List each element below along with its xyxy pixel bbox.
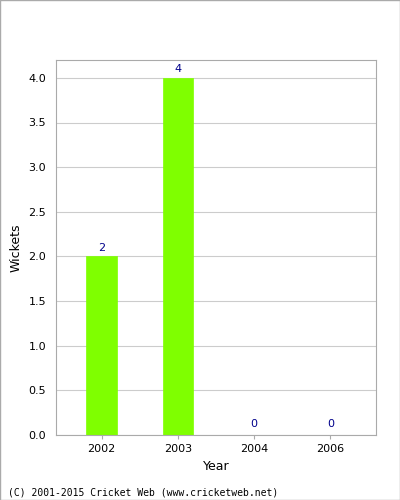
Y-axis label: Wickets: Wickets [10, 223, 23, 272]
Bar [86, 256, 117, 435]
Text: 0: 0 [250, 419, 258, 428]
Text: (C) 2001-2015 Cricket Web (www.cricketweb.net): (C) 2001-2015 Cricket Web (www.cricketwe… [8, 488, 278, 498]
Text: 2: 2 [98, 243, 105, 253]
Bar [163, 78, 193, 435]
Text: 4: 4 [174, 64, 182, 74]
X-axis label: Year: Year [203, 460, 229, 472]
Text: 0: 0 [327, 419, 334, 428]
